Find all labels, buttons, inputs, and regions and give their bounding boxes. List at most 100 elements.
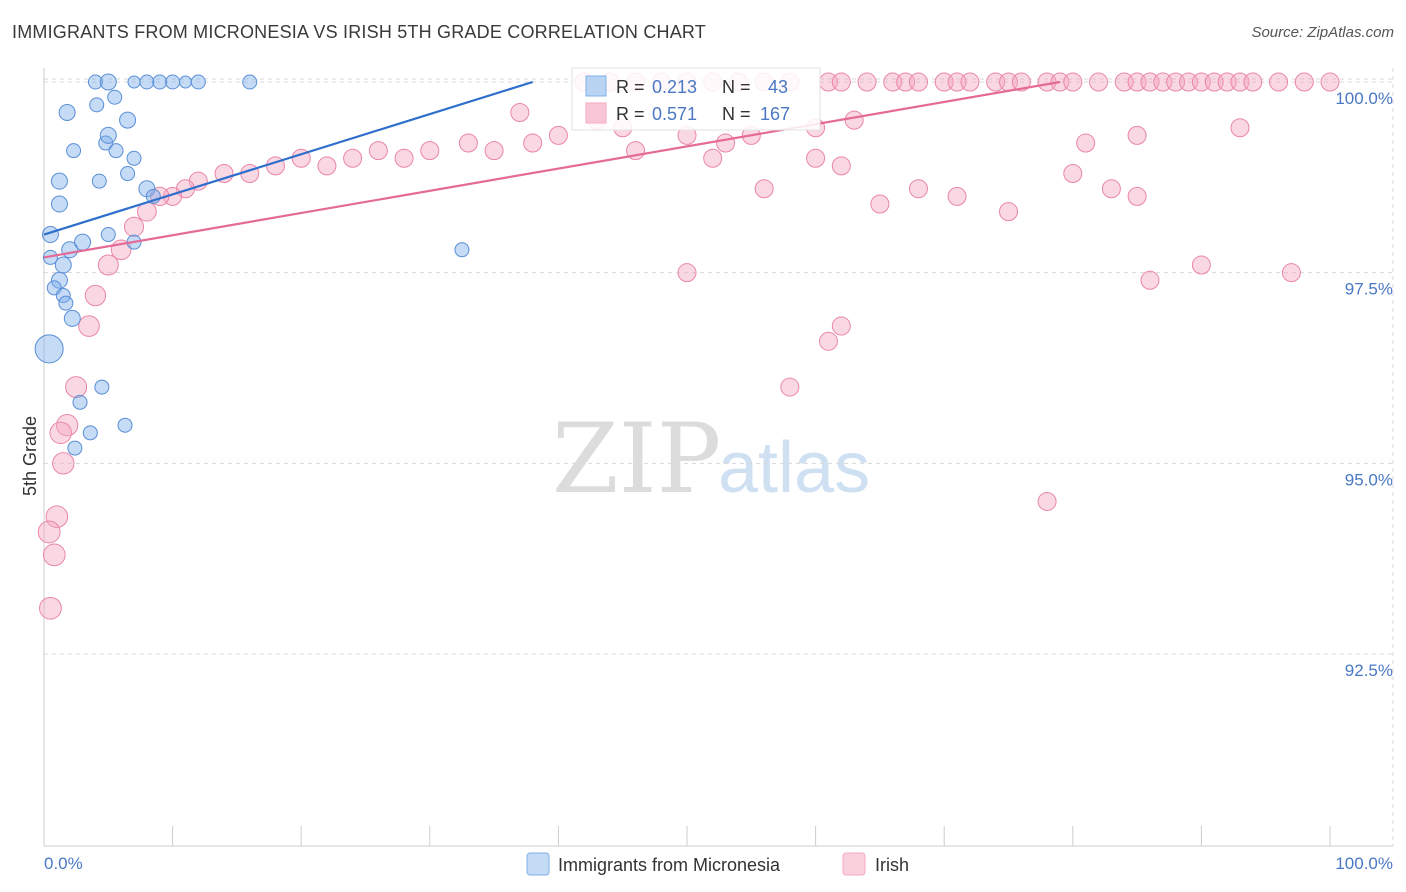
y-tick-labels: 92.5% 95.0% 97.5% 100.0% [1335, 89, 1393, 680]
micronesia-point [72, 394, 88, 410]
micronesia-point [99, 126, 117, 144]
y-tick-label-3: 100.0% [1335, 89, 1393, 108]
stats-blue-swatch [585, 75, 607, 97]
micronesia-point [165, 74, 181, 90]
irish-point [84, 284, 107, 307]
micronesia-point [190, 74, 206, 90]
legend-pink-label: Irish [875, 855, 909, 875]
irish-point [999, 202, 1018, 222]
watermark-zip: ZIP [552, 403, 721, 515]
irish-point [1127, 125, 1147, 145]
micronesia-point [119, 111, 137, 129]
micronesia-point [99, 73, 117, 91]
stats-blue-r-label: R = [616, 77, 645, 97]
micronesia-point [152, 74, 168, 90]
irish-point [1076, 133, 1096, 153]
irish-point [1191, 255, 1211, 275]
micronesia-point [87, 74, 103, 90]
irish-point [49, 421, 72, 445]
y-axis-label: 5th Grade [20, 416, 40, 496]
irish-point [1127, 186, 1147, 206]
irish-point [831, 316, 851, 336]
micronesia-point [89, 97, 105, 113]
micronesia-point [242, 74, 258, 90]
irish-point [1243, 72, 1263, 92]
irish-point [1011, 72, 1031, 92]
stats-blue-n-label: N = [722, 77, 751, 97]
irish-point [831, 72, 851, 92]
micronesia-point [117, 417, 133, 433]
x-tick-label-left: 0.0% [44, 854, 83, 873]
micronesia-point [120, 166, 136, 182]
y-tick-label-0: 92.5% [1345, 661, 1393, 680]
irish-point [1037, 491, 1057, 511]
micronesia-point [54, 256, 72, 274]
irish-point [947, 186, 967, 206]
micronesia-point [63, 309, 81, 327]
irish-point [317, 156, 337, 176]
bottom-legend: Immigrants from Micronesia Irish [526, 852, 909, 876]
micronesia-point [50, 195, 68, 213]
stats-pink-n-value: 167 [760, 104, 790, 124]
irish-trend-line [43, 80, 1061, 259]
stats-pink-n-label: N = [722, 104, 751, 124]
irish-point [1320, 72, 1340, 92]
irish-point [716, 133, 736, 153]
irish-point [1140, 270, 1160, 290]
stats-pink-r-value: 0.571 [652, 104, 697, 124]
irish-point [1230, 118, 1250, 138]
micronesia-point [126, 150, 142, 166]
irish-point [1269, 72, 1289, 92]
chart-title: IMMIGRANTS FROM MICRONESIA VS IRISH 5TH … [12, 22, 706, 42]
stats-pink-swatch [585, 102, 607, 124]
irish-point [123, 216, 145, 238]
micronesia-point [34, 334, 64, 364]
stats-blue-r-value: 0.213 [652, 77, 697, 97]
source-label: Source: ZipAtlas.com [1251, 24, 1394, 41]
irish-point [754, 179, 774, 199]
irish-point [510, 103, 530, 123]
irish-point [458, 133, 478, 153]
stats-legend-box [571, 67, 821, 131]
micronesia-point [108, 143, 124, 159]
y-tick-label-1: 95.0% [1345, 470, 1393, 489]
irish-point [523, 133, 543, 153]
micronesia-points [34, 73, 470, 456]
micronesia-point [138, 180, 156, 198]
irish-point [870, 194, 890, 214]
irish-point [52, 452, 75, 475]
irish-point [37, 520, 61, 544]
irish-point [420, 141, 440, 161]
micronesia-trend-line [43, 80, 534, 236]
irish-point [780, 377, 800, 397]
irish-point [806, 148, 826, 168]
irish-point [368, 141, 388, 161]
irish-point [1089, 72, 1109, 92]
irish-point [1294, 72, 1314, 92]
irish-point [908, 72, 928, 92]
irish-points [37, 72, 1340, 620]
irish-point [39, 596, 62, 620]
stats-blue-n-value: 43 [768, 77, 788, 97]
micronesia-point [50, 172, 68, 190]
legend-blue-label: Immigrants from Micronesia [558, 855, 781, 875]
irish-point [960, 72, 980, 92]
irish-point [1101, 179, 1121, 199]
irish-point [343, 148, 363, 168]
stats-legend: R = 0.213 N = 43 R = 0.571 N = 167 [571, 67, 821, 131]
irish-point [1063, 72, 1083, 92]
micronesia-point [50, 271, 68, 289]
micronesia-point [94, 379, 110, 395]
irish-point [857, 72, 877, 92]
x-tick-label-right: 100.0% [1335, 854, 1393, 873]
legend-blue-swatch [526, 852, 550, 876]
micronesia-point [454, 242, 470, 258]
irish-point [97, 254, 119, 276]
micronesia-point [82, 425, 98, 441]
irish-point [56, 414, 79, 437]
irish-point [818, 331, 838, 351]
micronesia-point [74, 233, 92, 251]
micronesia-point [107, 89, 123, 105]
irish-point [78, 315, 100, 337]
